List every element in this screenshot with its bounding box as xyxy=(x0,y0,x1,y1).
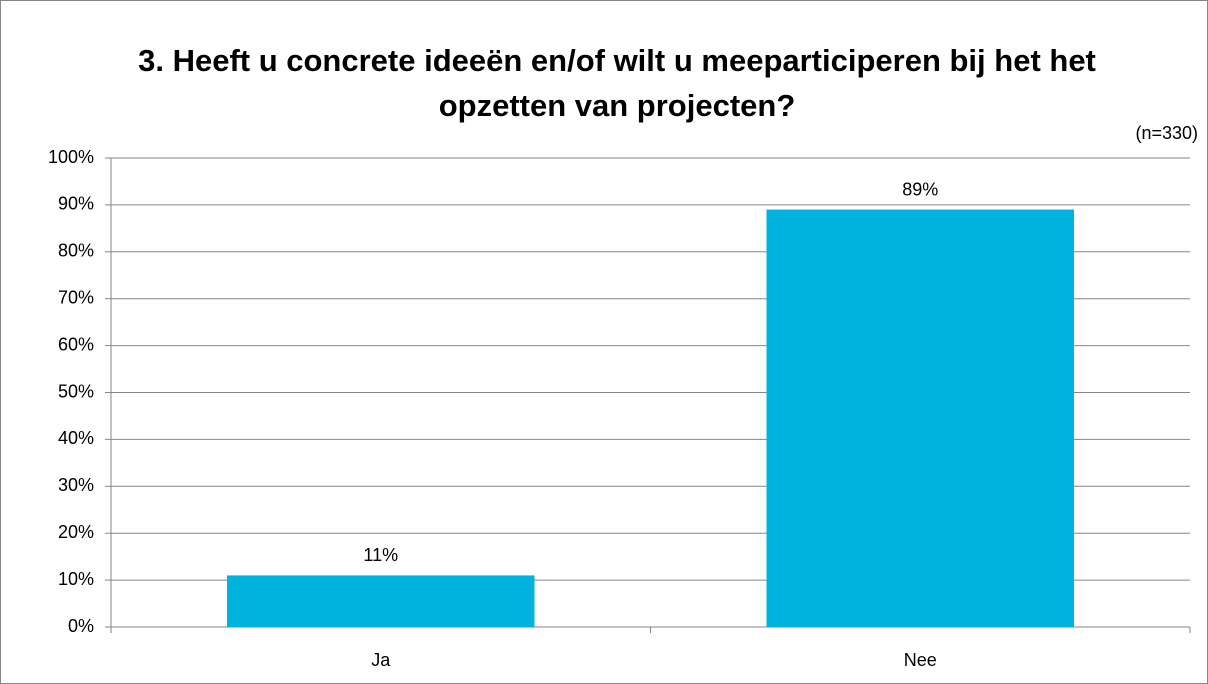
y-tick-label: 10% xyxy=(58,569,94,589)
y-tick-label: 30% xyxy=(58,475,94,495)
x-tick-label: Nee xyxy=(904,650,937,670)
y-tick-label: 0% xyxy=(68,616,94,636)
data-label: 11% xyxy=(363,545,398,565)
y-tick-label: 90% xyxy=(58,194,94,214)
x-tick-label: Ja xyxy=(371,650,391,670)
data-label: 89% xyxy=(902,179,938,199)
y-tick-label: 80% xyxy=(58,241,94,261)
chart-title: 3. Heeft u concrete ideeën en/of wilt u … xyxy=(138,43,1096,123)
y-tick-label: 50% xyxy=(58,381,94,401)
y-tick-label: 40% xyxy=(58,428,94,448)
annotation: (n=330) xyxy=(1135,123,1198,143)
y-tick-label: 100% xyxy=(48,147,94,167)
bar xyxy=(226,575,535,627)
bar xyxy=(766,209,1075,627)
y-tick-label: 60% xyxy=(58,334,94,354)
y-tick-label: 70% xyxy=(58,287,94,307)
y-tick-label: 20% xyxy=(58,522,94,542)
